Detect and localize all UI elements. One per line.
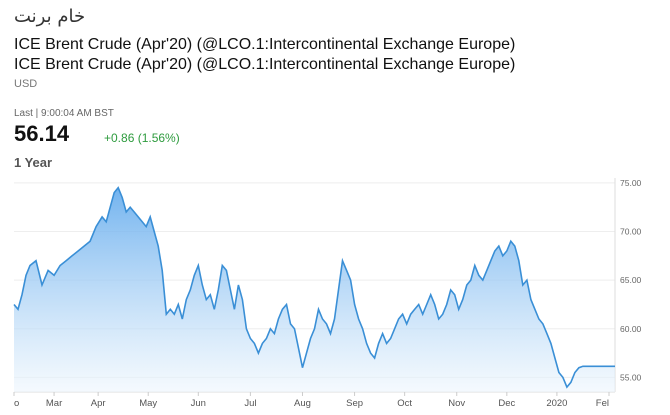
arabic-title: خام برنت [14,6,86,27]
y-axis: 75.00 70.00 65.00 60.00 55.00 [620,178,642,383]
price-chart: o Mar Apr May Jun Jul Aug Sep Oct Nov Dec 2020 Fel 7… [13,178,642,409]
y-tick-label: 65.00 [620,275,642,285]
y-tick-label: 55.00 [620,372,642,382]
price-line [13,186,615,389]
currency-label: USD [14,78,38,90]
y-tick-label: 70.00 [620,227,642,237]
price-change: +0.86 (1.56%) [104,131,180,145]
range-label[interactable]: 1 Year [14,155,53,170]
x-tick-label: Jun [191,398,206,409]
y-tick-label: 60.00 [620,324,642,334]
x-tick-label: Apr [91,398,106,409]
last-price: 56.14 [14,121,70,146]
last-update-label: Last | 9:00:04 AM BST [14,108,114,119]
x-tick-label: Dec [498,398,515,409]
x-tick-label: Oct [397,398,412,409]
x-tick-label: Mar [46,398,62,409]
x-tick-label: Nov [448,398,465,409]
x-axis: o Mar Apr May Jun Jul Aug Sep Oct Nov Dec 2020 Fel [13,392,610,409]
x-tick-label: o [14,398,19,409]
x-tick-label: Sep [346,398,363,409]
x-tick-label: Aug [294,398,311,409]
x-tick-label: Fel [596,398,609,409]
price-area [14,187,615,392]
x-tick-label: 2020 [546,398,567,409]
y-tick-label: 75.00 [620,178,642,188]
instrument-title-repeat: ICE Brent Crude (Apr'20) (@LCO.1:Interco… [14,56,516,73]
x-tick-label: May [139,398,157,409]
instrument-title: ICE Brent Crude (Apr'20) (@LCO.1:Interco… [14,36,516,53]
x-tick-label: Jul [244,398,256,409]
